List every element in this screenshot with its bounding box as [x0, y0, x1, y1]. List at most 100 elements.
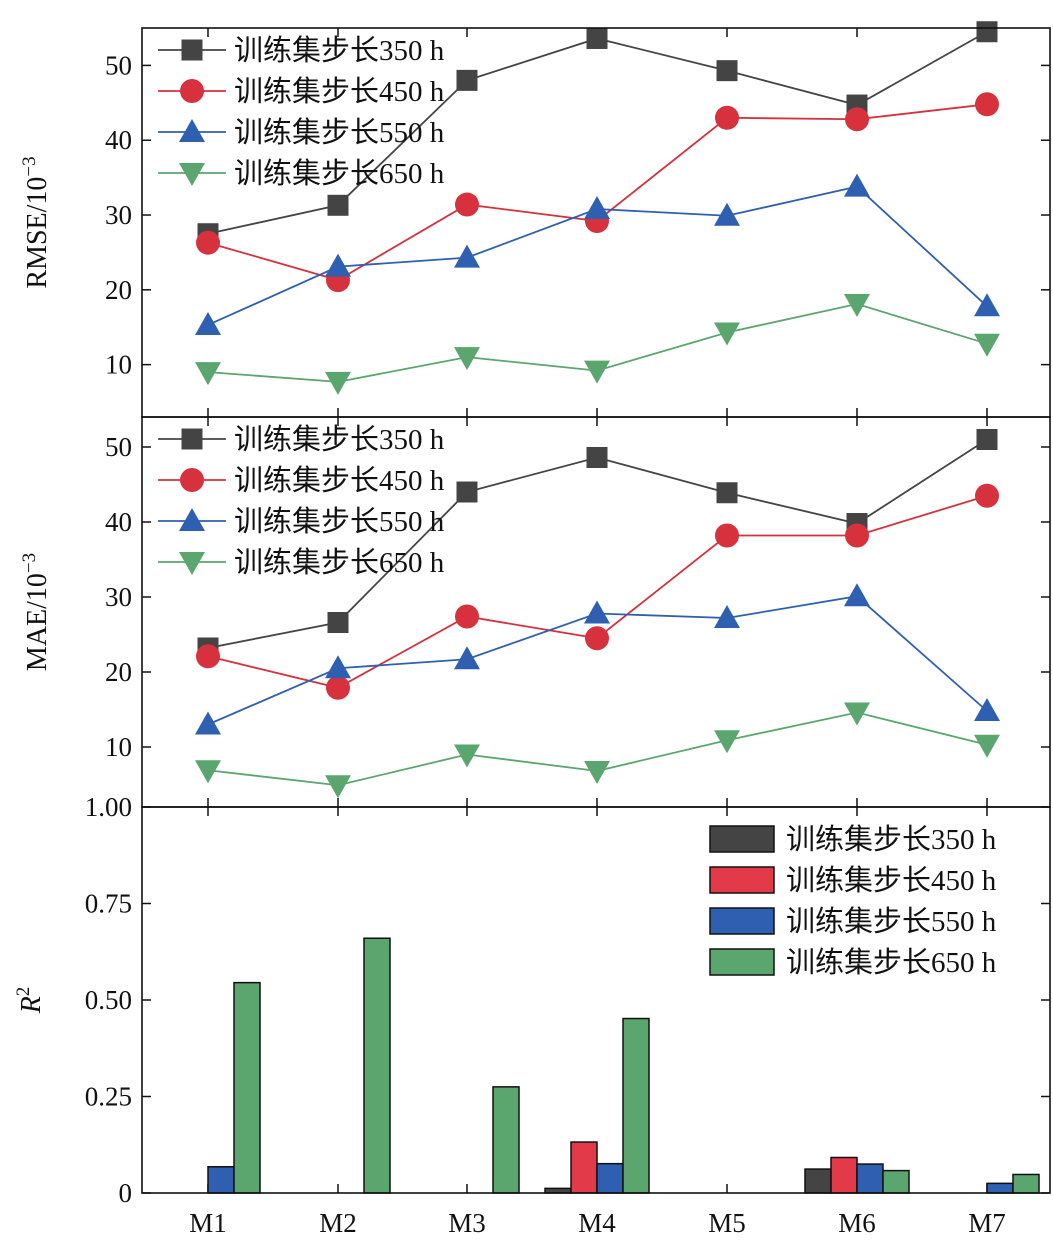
data-point: [325, 253, 351, 277]
data-point: [325, 371, 351, 395]
y-tick-label: 1.00: [85, 792, 132, 822]
y-tick-label: 50: [105, 432, 132, 462]
legend-marker: [181, 428, 203, 450]
legend-marker: [179, 163, 205, 186]
data-point: [974, 293, 1000, 317]
legend-marker: [179, 119, 205, 142]
legend-label: 训练集步长650 h: [786, 946, 997, 979]
x-tick-label: M3: [448, 1208, 486, 1238]
data-point: [975, 92, 999, 117]
bar: [882, 1169, 910, 1194]
data-point: [584, 600, 610, 624]
y-tick-label: 20: [105, 657, 132, 687]
data-point: [196, 230, 220, 255]
bar: [1012, 1173, 1040, 1194]
data-point: [195, 311, 221, 335]
data-point: [714, 605, 740, 628]
data-point: [974, 734, 1000, 758]
y-tick-label: 20: [105, 275, 132, 305]
legend-label: 训练集步长550 h: [234, 505, 445, 538]
data-point: [715, 523, 739, 548]
data-point: [325, 775, 351, 799]
bar: [622, 1017, 650, 1194]
legend-swatch: [709, 907, 775, 935]
bar: [986, 1182, 1014, 1194]
y-tick-label: 30: [105, 582, 132, 612]
data-point: [586, 27, 608, 49]
bar: [570, 1141, 598, 1194]
data-point: [844, 702, 870, 726]
data-point: [714, 202, 740, 226]
bar: [856, 1163, 884, 1194]
legend-swatch: [709, 948, 775, 976]
data-point: [326, 675, 350, 700]
legend-marker: [181, 39, 203, 61]
y-tick-label: 0.25: [85, 1082, 132, 1112]
data-point: [845, 523, 869, 548]
legend-label: 训练集步长650 h: [234, 157, 445, 190]
data-point: [455, 604, 479, 629]
data-point: [325, 655, 351, 679]
data-point: [844, 294, 870, 318]
data-point: [974, 333, 1000, 357]
x-tick-label: M1: [189, 1208, 227, 1238]
x-tick-label: M7: [968, 1208, 1006, 1238]
data-point: [454, 347, 480, 371]
legend-label: 训练集步长350 h: [786, 823, 997, 856]
legend: 训练集步长350 h 训练集步长450 h 训练集步长550 h 训练集步长650 h: [158, 34, 445, 190]
data-point: [584, 196, 610, 220]
line-chart-rmse: 10 20 30 40 50 训练集步长350 h 训练集步长450 h 训练集步长550 h…: [19, 21, 1050, 417]
data-point: [585, 626, 609, 651]
y-axis-label: MAE/10−3: [19, 553, 53, 671]
data-point: [327, 194, 349, 216]
bar: [233, 981, 261, 1194]
y-tick-label: 10: [105, 732, 132, 762]
bar: [492, 1086, 520, 1194]
data-point: [714, 730, 740, 754]
legend-marker: [180, 468, 204, 492]
y-tick-label: 40: [105, 125, 132, 155]
legend-marker: [180, 79, 204, 103]
legend-marker: [179, 508, 205, 531]
legend-label: 训练集步长450 h: [786, 864, 997, 897]
plot-frame: [141, 806, 1051, 1194]
y-tick-label: 0: [119, 1178, 133, 1208]
bar: [830, 1156, 858, 1194]
data-point: [976, 429, 998, 450]
data-point: [844, 583, 870, 607]
data-point: [456, 481, 478, 503]
y-tick-label: 10: [105, 350, 132, 380]
bar: [363, 937, 391, 1194]
data-point: [716, 482, 738, 504]
y-tick-label: 30: [105, 200, 132, 230]
data-point: [715, 105, 739, 130]
y-tick-label: 50: [105, 50, 132, 80]
data-point: [976, 21, 998, 43]
legend-marker: [179, 552, 205, 575]
x-tick-label: M6: [838, 1208, 876, 1238]
y-axis-label: RMSE/10−3: [19, 156, 53, 288]
legend-label: 训练集步长450 h: [234, 464, 445, 497]
y-tick-label: 0.50: [85, 985, 132, 1015]
data-point: [454, 744, 480, 768]
y-axis-label: R2: [13, 987, 47, 1015]
data-point: [456, 69, 478, 91]
legend-label: 训练集步长450 h: [234, 75, 445, 108]
x-tick-label: M2: [319, 1208, 357, 1238]
data-point: [974, 698, 1000, 721]
bar-chart-r2: 0 0.25 0.50 0.75 1.00 M1 M2 M3 M4 M5 M6 M7 训练集步长350 …: [13, 792, 1050, 1238]
data-point: [584, 360, 610, 384]
data-point: [327, 612, 349, 633]
data-point: [716, 60, 738, 82]
bar: [804, 1168, 832, 1194]
data-point: [845, 107, 869, 132]
bar: [207, 1166, 235, 1194]
data-point: [454, 646, 480, 670]
data-point: [454, 244, 480, 268]
x-tick-label: M4: [578, 1208, 616, 1238]
y-tick-label: 40: [105, 507, 132, 537]
legend-swatch: [709, 866, 775, 894]
data-point: [586, 447, 608, 468]
legend: 训练集步长350 h 训练集步长450 h 训练集步长550 h 训练集步长650 h: [158, 423, 445, 579]
data-point: [714, 322, 740, 346]
